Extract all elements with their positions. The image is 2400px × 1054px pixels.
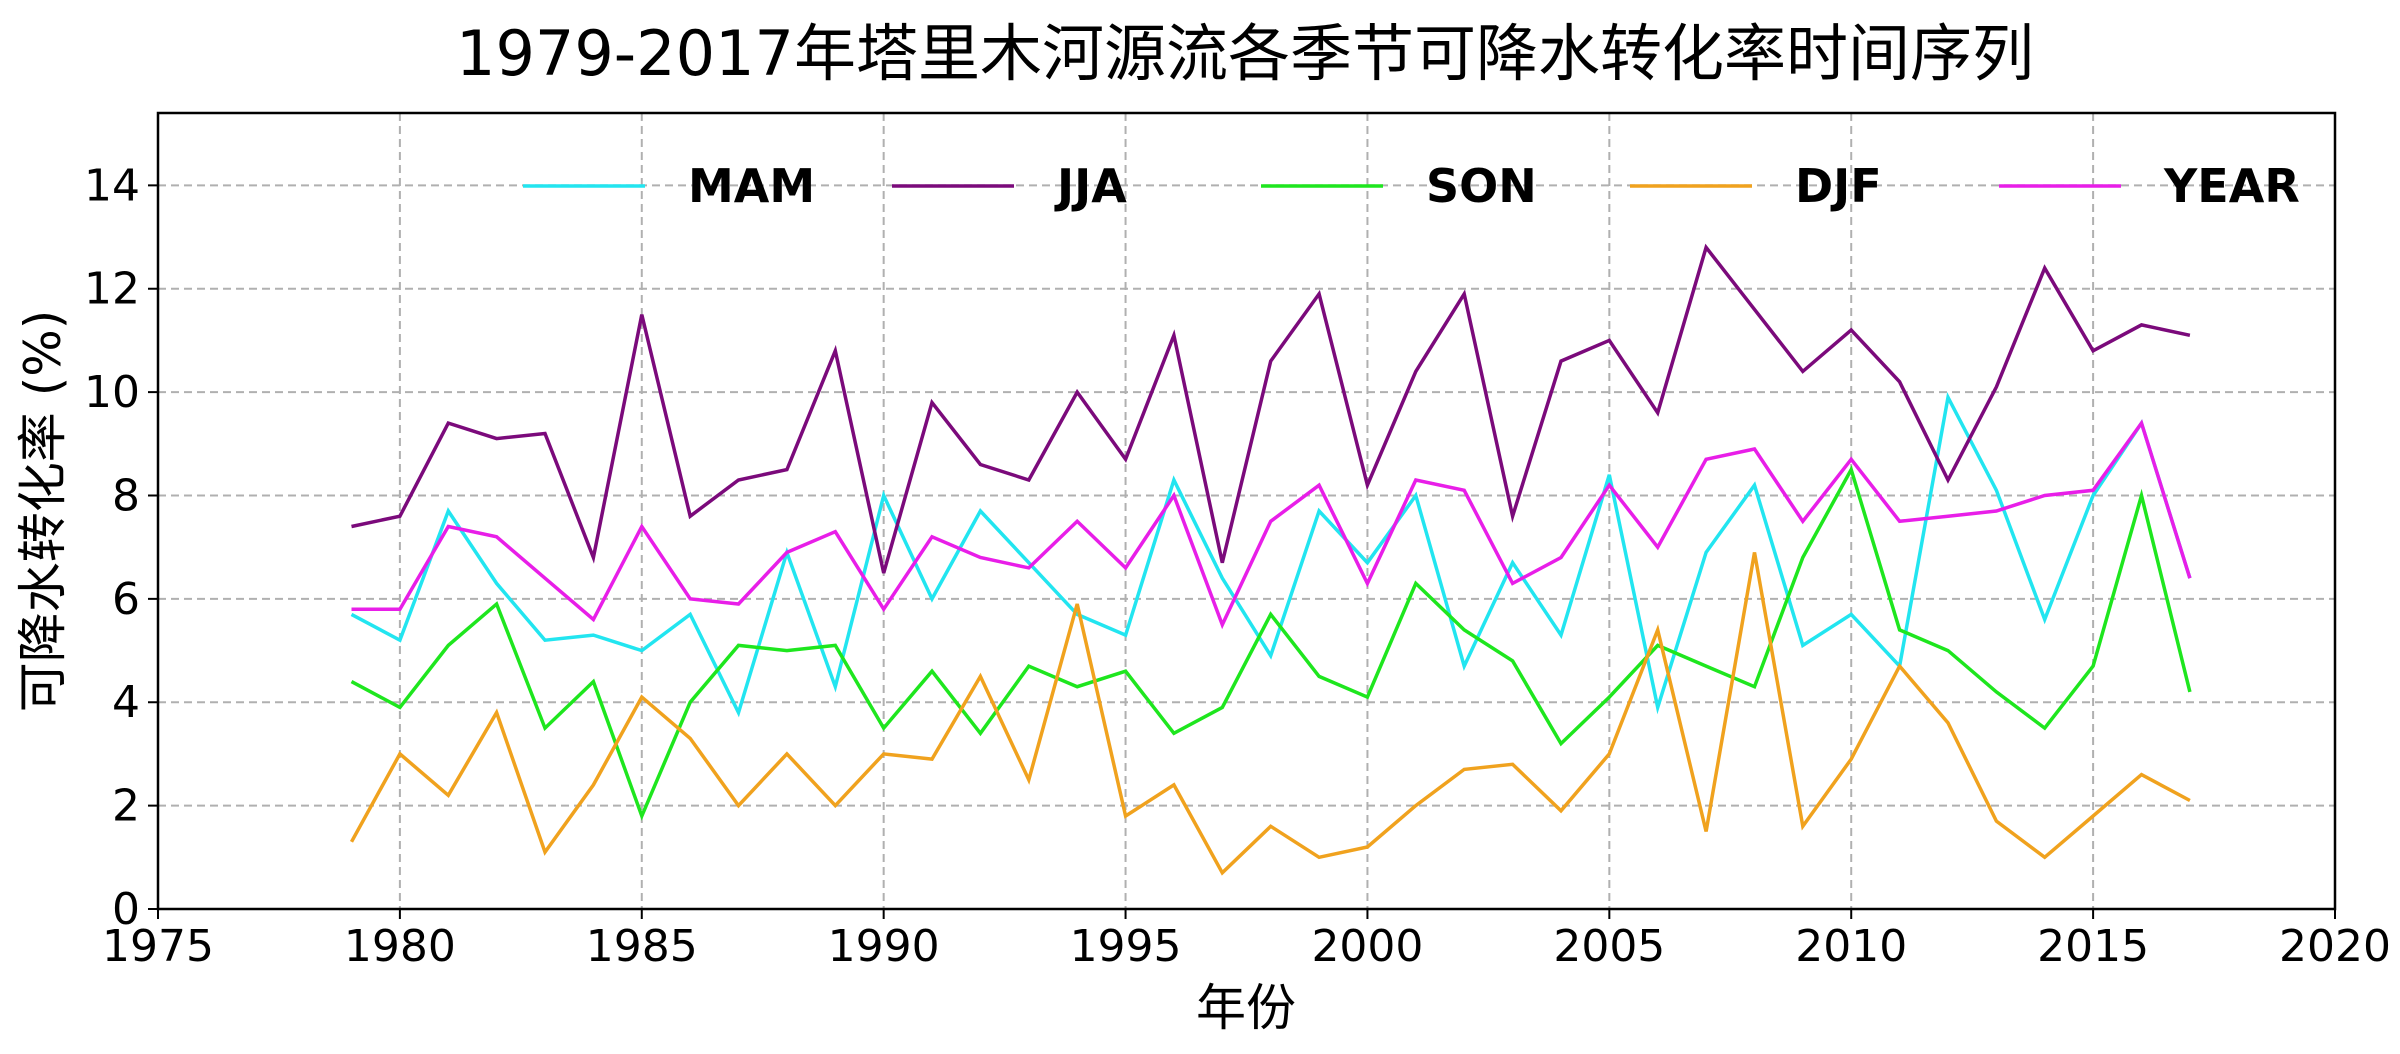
x-tick-label: 2015 — [2037, 921, 2149, 972]
x-tick-label: 2005 — [1553, 921, 1665, 972]
series-line-son — [350, 465, 2192, 821]
x-tick-label: 1980 — [344, 921, 456, 972]
y-tick-label: 12 — [84, 264, 140, 315]
legend-label-mam: MAM — [688, 159, 815, 213]
chart-title: 1979-2017年塔里木河源流各季节可降水转化率时间序列 — [456, 17, 2034, 90]
plot-frame — [156, 111, 2337, 911]
series-lines — [349, 243, 2192, 876]
legend-label-son: SON — [1426, 159, 1537, 213]
x-tick-label: 2010 — [1795, 921, 1907, 972]
y-tick-label: 10 — [84, 367, 140, 418]
legend-label-jja: JJA — [1054, 159, 1127, 213]
y-tick-label: 6 — [112, 574, 140, 625]
x-tick-label: 1975 — [102, 921, 214, 972]
series-line-year — [351, 419, 2192, 630]
y-axis-label: 可降水转化率 (%) — [14, 310, 72, 712]
x-tick-label: 1995 — [1070, 921, 1182, 972]
y-tick-label: 8 — [112, 470, 140, 521]
legend-label-year: YEAR — [2163, 159, 2300, 213]
x-tick-label: 1985 — [586, 921, 698, 972]
axis-ticks: 1975 1980 1985 1990 1995 2000 2005 2010 2015 2020… — [84, 160, 2391, 972]
series-line-djf — [349, 552, 2191, 876]
grid — [158, 113, 2335, 909]
x-tick-label: 2020 — [2279, 921, 2391, 972]
y-tick-label: 0 — [112, 884, 140, 935]
legend: MAM JJA SON DJF YEAR — [523, 159, 2300, 213]
x-tick-label: 2000 — [1311, 921, 1423, 972]
series-line-mam — [350, 391, 2192, 718]
legend-label-djf: DJF — [1795, 159, 1882, 213]
x-tick-label: 1990 — [828, 921, 940, 972]
y-tick-label: 2 — [112, 781, 140, 832]
series-line-jja — [351, 243, 2191, 574]
y-tick-label: 14 — [84, 160, 140, 211]
x-axis-label: 年份 — [1196, 979, 1296, 1037]
y-tick-label: 4 — [112, 677, 140, 728]
